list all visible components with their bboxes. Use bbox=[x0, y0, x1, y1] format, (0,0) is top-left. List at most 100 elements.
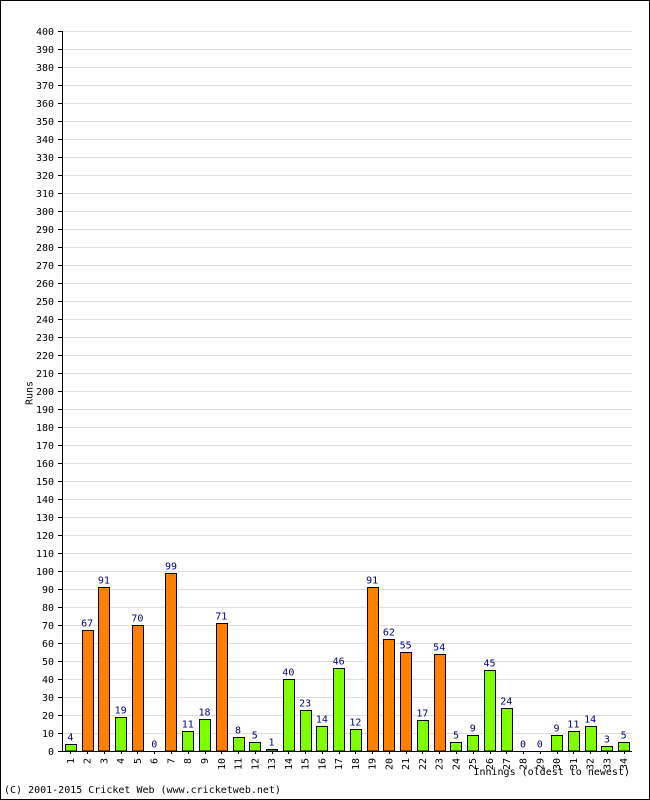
data-label: 1 bbox=[269, 738, 275, 749]
y-tick-label: 90 bbox=[42, 585, 54, 596]
y-tick-label: 150 bbox=[36, 477, 54, 488]
data-label: 24 bbox=[500, 697, 512, 708]
x-tick-label: 9 bbox=[200, 758, 211, 764]
x-tick-label: 22 bbox=[418, 758, 429, 770]
y-tick-label: 180 bbox=[36, 423, 54, 434]
data-label: 3 bbox=[604, 735, 610, 746]
bar bbox=[568, 731, 580, 752]
y-tick-label: 80 bbox=[42, 603, 54, 614]
bar bbox=[182, 731, 194, 752]
x-tick-label: 4 bbox=[116, 758, 127, 764]
bar bbox=[484, 670, 496, 752]
data-label: 11 bbox=[567, 720, 579, 731]
axes bbox=[58, 31, 632, 754]
x-tick-label: 26 bbox=[485, 758, 496, 770]
data-label: 0 bbox=[151, 740, 157, 751]
bar bbox=[467, 735, 479, 752]
x-tick-label: 14 bbox=[284, 758, 295, 770]
y-tick-label: 0 bbox=[48, 747, 54, 758]
data-label: 45 bbox=[483, 659, 495, 670]
bar bbox=[283, 679, 295, 752]
x-tick-label: 33 bbox=[602, 758, 613, 770]
y-tick-label: 380 bbox=[36, 63, 54, 74]
y-tick-label: 300 bbox=[36, 207, 54, 218]
y-tick-label: 60 bbox=[42, 639, 54, 650]
y-tick-label: 330 bbox=[36, 153, 54, 164]
x-tick-label: 2 bbox=[83, 758, 94, 764]
x-tick-label: 21 bbox=[401, 758, 412, 770]
x-tick-label: 6 bbox=[150, 758, 161, 764]
y-tick-label: 390 bbox=[36, 45, 54, 56]
y-tick-label: 270 bbox=[36, 261, 54, 272]
bar bbox=[367, 587, 379, 752]
y-tick-label: 310 bbox=[36, 189, 54, 200]
bar bbox=[501, 708, 513, 752]
x-tick-label: 1 bbox=[66, 758, 77, 764]
data-label: 54 bbox=[433, 643, 445, 654]
y-tick-label: 400 bbox=[36, 27, 54, 38]
bars bbox=[65, 573, 630, 752]
y-tick-label: 260 bbox=[36, 279, 54, 290]
bar bbox=[450, 742, 462, 752]
data-label: 9 bbox=[554, 724, 560, 735]
data-label: 23 bbox=[299, 699, 311, 710]
y-tick-label: 40 bbox=[42, 675, 54, 686]
y-tick-label: 230 bbox=[36, 333, 54, 344]
bar bbox=[333, 668, 345, 752]
y-tick-label: 70 bbox=[42, 621, 54, 632]
data-label: 4 bbox=[67, 733, 73, 744]
x-tick-label: 11 bbox=[234, 758, 245, 770]
data-label: 5 bbox=[252, 731, 258, 742]
y-tick-label: 350 bbox=[36, 117, 54, 128]
x-tick-label: 24 bbox=[451, 758, 462, 770]
x-tick-label: 23 bbox=[435, 758, 446, 770]
x-tick-label: 31 bbox=[569, 758, 580, 770]
bar bbox=[165, 573, 177, 752]
y-tick-label: 120 bbox=[36, 531, 54, 542]
bar bbox=[601, 746, 613, 752]
y-tick-label: 100 bbox=[36, 567, 54, 578]
x-tick-label: 25 bbox=[468, 758, 479, 770]
x-tick-label: 10 bbox=[217, 758, 228, 770]
bar bbox=[618, 742, 630, 752]
data-label: 62 bbox=[383, 628, 395, 639]
y-tick-label: 110 bbox=[36, 549, 54, 560]
data-label: 14 bbox=[584, 715, 596, 726]
y-tick-label: 50 bbox=[42, 657, 54, 668]
x-tick-label: 30 bbox=[552, 758, 563, 770]
x-tick-label: 13 bbox=[267, 758, 278, 770]
y-tick-label: 170 bbox=[36, 441, 54, 452]
x-axis-title: Innings (oldest to newest) bbox=[473, 767, 630, 778]
bar bbox=[400, 652, 412, 752]
y-tick-label: 30 bbox=[42, 693, 54, 704]
y-tick-label: 290 bbox=[36, 225, 54, 236]
bar bbox=[383, 639, 395, 752]
data-label: 91 bbox=[366, 576, 378, 587]
x-tick-label: 3 bbox=[99, 758, 110, 764]
data-label: 5 bbox=[453, 731, 459, 742]
x-tick-label: 17 bbox=[334, 758, 345, 770]
data-label: 9 bbox=[470, 724, 476, 735]
y-tick-label: 130 bbox=[36, 513, 54, 524]
y-tick-label: 20 bbox=[42, 711, 54, 722]
y-tick-label: 280 bbox=[36, 243, 54, 254]
y-tick-label: 320 bbox=[36, 171, 54, 182]
y-tick-label: 210 bbox=[36, 369, 54, 380]
data-label: 8 bbox=[235, 726, 241, 737]
bar bbox=[65, 744, 77, 752]
data-label: 55 bbox=[400, 641, 412, 652]
data-label: 19 bbox=[115, 706, 127, 717]
x-tick-label: 12 bbox=[250, 758, 261, 770]
x-tick-label: 8 bbox=[183, 758, 194, 764]
bar bbox=[585, 726, 597, 752]
grid-layer bbox=[62, 31, 632, 734]
y-tick-label: 220 bbox=[36, 351, 54, 362]
bar bbox=[316, 726, 328, 752]
copyright-text: (C) 2001-2015 Cricket Web (www.cricketwe… bbox=[4, 785, 281, 796]
bar bbox=[417, 720, 429, 752]
data-label: 40 bbox=[282, 668, 294, 679]
x-tick-label: 27 bbox=[502, 758, 513, 770]
x-tick-label: 7 bbox=[166, 758, 177, 764]
x-tick-label: 29 bbox=[535, 758, 546, 770]
bar bbox=[233, 737, 245, 752]
